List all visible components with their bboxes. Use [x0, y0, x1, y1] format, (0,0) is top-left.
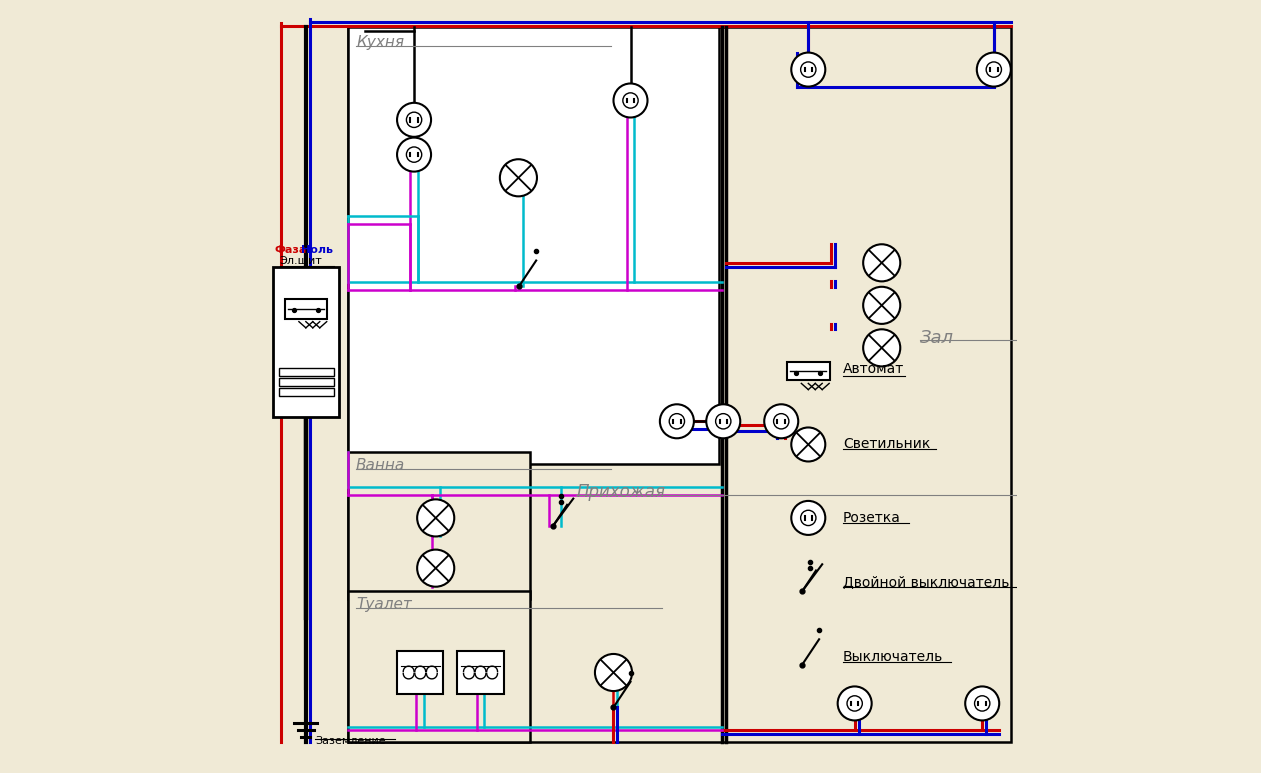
Bar — [279, 369, 334, 376]
Circle shape — [499, 159, 537, 196]
Circle shape — [864, 287, 900, 324]
Bar — [279, 389, 334, 397]
Circle shape — [397, 103, 431, 137]
Text: Светильник: Светильник — [844, 438, 931, 451]
Circle shape — [417, 499, 454, 536]
Bar — [348, 27, 1011, 742]
Bar — [348, 27, 719, 464]
Circle shape — [397, 138, 431, 172]
Text: Кухня: Кухня — [356, 35, 404, 49]
Circle shape — [417, 550, 454, 587]
Text: Эл.щит: Эл.щит — [280, 256, 323, 266]
Circle shape — [792, 53, 825, 87]
Text: Зал: Зал — [921, 329, 955, 346]
Circle shape — [706, 404, 740, 438]
Text: Туалет: Туалет — [356, 597, 412, 611]
Bar — [787, 362, 830, 380]
Circle shape — [792, 427, 825, 461]
Text: Выключатель: Выключатель — [844, 650, 943, 664]
Bar — [348, 452, 530, 599]
Text: Автомат: Автомат — [844, 363, 904, 376]
Circle shape — [660, 404, 694, 438]
Bar — [397, 651, 444, 694]
Circle shape — [595, 654, 632, 691]
Circle shape — [965, 686, 999, 720]
Bar — [279, 379, 334, 386]
Circle shape — [977, 53, 1011, 87]
Text: Заземление: Заземление — [315, 736, 386, 746]
Circle shape — [792, 501, 825, 535]
Bar — [274, 267, 339, 417]
Text: Прихожая: Прихожая — [576, 483, 666, 501]
Circle shape — [864, 244, 900, 281]
Text: Фаза: Фаза — [275, 245, 308, 255]
Circle shape — [864, 329, 900, 366]
Text: Ноль: Ноль — [301, 245, 333, 255]
Text: Розетка: Розетка — [844, 511, 900, 525]
Circle shape — [837, 686, 871, 720]
Bar — [348, 591, 530, 742]
Text: Ванна: Ванна — [356, 458, 405, 472]
Text: Двойной выключатель: Двойной выключатель — [844, 575, 1010, 589]
Bar — [285, 299, 327, 318]
Bar — [458, 651, 503, 694]
Circle shape — [614, 83, 647, 117]
Circle shape — [764, 404, 798, 438]
